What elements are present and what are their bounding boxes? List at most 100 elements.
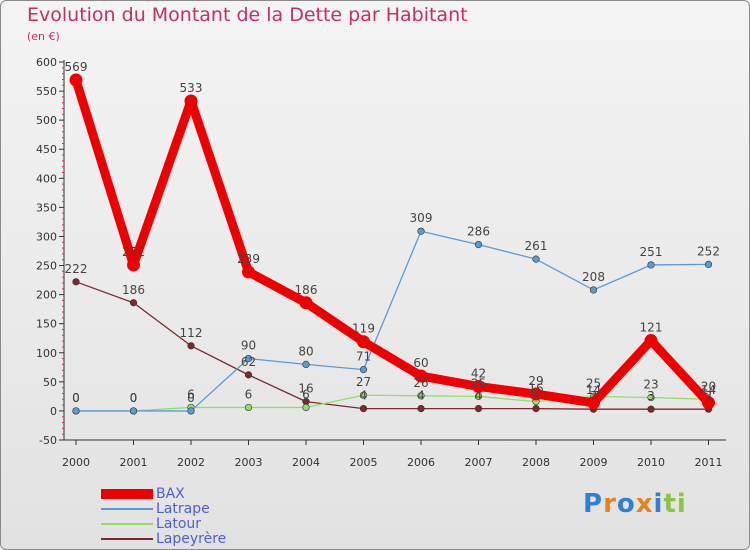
data-label: 42 — [471, 366, 486, 380]
data-point — [302, 403, 310, 412]
data-label: 208 — [582, 270, 605, 284]
data-point — [299, 296, 313, 310]
data-label: 0 — [187, 391, 195, 405]
x-tick-label: 2011 — [695, 456, 723, 469]
x-tick-label: 2005 — [350, 456, 378, 469]
data-point — [184, 94, 198, 108]
chart-unit: (en €) — [27, 30, 60, 43]
data-point — [414, 369, 428, 383]
y-tick-label: 200 — [36, 289, 57, 302]
data-label: 251 — [640, 245, 663, 259]
data-point — [474, 404, 483, 413]
y-tick-label: 600 — [36, 56, 57, 69]
data-point — [359, 366, 368, 374]
x-tick-label: 2007 — [465, 456, 493, 469]
data-point — [589, 286, 598, 294]
legend-swatch — [101, 508, 153, 510]
data-label: 16 — [528, 382, 543, 396]
y-tick-label: 400 — [36, 172, 57, 185]
data-label: 3 — [590, 389, 598, 403]
data-label: 252 — [697, 244, 720, 258]
data-label: 6 — [187, 387, 195, 401]
data-point — [647, 405, 655, 413]
data-point — [72, 278, 80, 286]
y-tick-label: 300 — [36, 230, 57, 243]
data-point — [69, 73, 83, 87]
series-line-lapeyrère — [75, 281, 709, 410]
x-tick-label: 2003 — [235, 456, 263, 469]
data-label: 251 — [122, 245, 145, 259]
legend-label: BAX — [156, 486, 185, 502]
data-label: 20 — [701, 379, 716, 393]
data-point — [417, 404, 425, 413]
legend-swatch — [101, 538, 153, 540]
data-point — [244, 354, 253, 363]
x-tick-label: 2010 — [637, 456, 665, 469]
series-line-bax — [71, 78, 712, 408]
data-label: 25 — [586, 376, 601, 390]
data-label: 239 — [237, 252, 260, 266]
data-point — [187, 342, 195, 350]
data-label: 286 — [467, 225, 490, 239]
data-label: 16 — [298, 382, 313, 396]
y-tick-label: 250 — [36, 260, 57, 273]
data-point — [417, 392, 425, 400]
data-label: 261 — [525, 239, 548, 253]
data-label: 71 — [356, 350, 371, 364]
data-point — [244, 403, 253, 412]
y-tick-label: 350 — [36, 201, 57, 214]
x-tick-label: 2004 — [292, 456, 320, 469]
data-label: 27 — [356, 375, 371, 389]
data-label: 0 — [130, 391, 138, 405]
data-label: 119 — [352, 322, 375, 336]
x-tick-label: 2001 — [120, 456, 148, 469]
data-label: 186 — [295, 283, 318, 297]
logo-letter: o — [616, 489, 636, 519]
data-label: 4 — [417, 389, 425, 403]
data-label: 6 — [245, 387, 253, 401]
data-point — [417, 227, 425, 235]
logo-letter: i — [676, 489, 687, 519]
y-tick-label: 150 — [36, 318, 57, 331]
data-point — [359, 404, 368, 413]
y-tick-label: -50 — [39, 434, 57, 447]
data-point — [129, 299, 138, 307]
data-point — [72, 407, 80, 415]
data-label: 23 — [643, 378, 658, 392]
data-label: 14 — [586, 383, 601, 397]
legend-label: Latour — [156, 516, 202, 532]
y-tick-label: 550 — [36, 85, 57, 98]
data-label: 80 — [298, 344, 313, 358]
logo-letter: i — [653, 489, 664, 519]
data-point — [187, 407, 195, 415]
data-label: 4 — [360, 389, 368, 403]
data-point — [702, 396, 715, 410]
data-point — [357, 335, 370, 349]
data-point — [647, 393, 655, 402]
data-label: 0 — [72, 391, 80, 405]
legend-swatch — [101, 489, 153, 499]
data-point — [244, 371, 253, 379]
data-label: 4 — [475, 389, 483, 403]
data-point — [587, 396, 600, 410]
y-tick-label: 0 — [50, 405, 57, 418]
x-tick-label: 2008 — [522, 456, 550, 469]
data-point — [359, 391, 368, 399]
data-label: 3 — [705, 389, 713, 403]
legend-label: Latrape — [156, 501, 210, 517]
proxiti-logo: Proxiti — [583, 489, 687, 519]
data-label: 29 — [528, 374, 543, 388]
data-label: 62 — [241, 355, 256, 369]
data-label: 4 — [532, 389, 540, 403]
data-point — [302, 360, 310, 369]
data-label: 222 — [65, 262, 88, 276]
logo-letter: P — [583, 489, 604, 519]
data-label: 25 — [471, 376, 486, 390]
data-label: 112 — [180, 326, 203, 340]
data-label: 26 — [413, 376, 428, 390]
y-tick-label: 50 — [43, 376, 57, 389]
data-label: 90 — [241, 339, 256, 353]
x-tick-label: 2009 — [580, 456, 608, 469]
data-point — [242, 265, 255, 279]
